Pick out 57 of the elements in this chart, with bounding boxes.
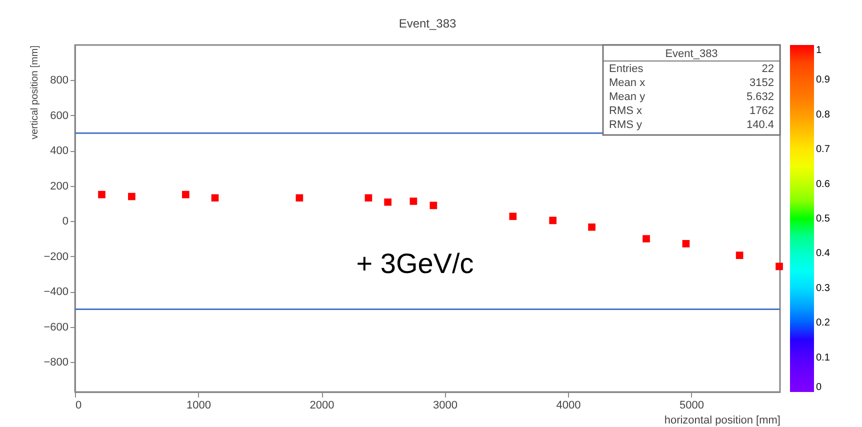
point	[736, 252, 744, 259]
annotation: + 3GeV/c	[356, 248, 474, 279]
y-axis-title: vertical position [mm]	[30, 45, 41, 140]
y-tick-label: −400	[44, 286, 68, 298]
point	[98, 190, 106, 198]
point	[296, 194, 304, 202]
color-bar-label: 0	[816, 382, 822, 393]
chart-title: Event_383	[398, 16, 457, 30]
color-bar-label: 1	[816, 45, 822, 56]
annotation: 3152	[750, 77, 774, 89]
point	[776, 262, 783, 270]
point	[182, 190, 190, 198]
point	[211, 194, 219, 202]
point	[384, 198, 392, 206]
color-bar-label: 0.8	[816, 109, 830, 120]
color-bar-label: 0.5	[816, 214, 830, 224]
y-tick-label: 0	[62, 216, 68, 228]
annotation: Mean y	[609, 91, 646, 103]
y-tick-label: 800	[50, 74, 68, 87]
point	[642, 235, 650, 242]
y-tick-label: −800	[44, 356, 68, 369]
point	[430, 202, 438, 210]
x-tick-label: 3000	[433, 400, 458, 412]
annotation: Entries	[609, 63, 644, 75]
y-tick-label: −600	[44, 321, 68, 334]
y-tick-label: 600	[50, 110, 68, 122]
y-tick-label: −200	[44, 250, 68, 263]
x-axis-title: horizontal position [mm]	[664, 414, 780, 426]
annotation: 22	[762, 63, 774, 75]
point	[364, 194, 372, 202]
annotation: RMS x	[609, 105, 642, 117]
color-bar-label: 0.9	[816, 74, 830, 86]
color-bar-label: 0.6	[816, 178, 830, 190]
annotation: Event_383	[665, 48, 718, 60]
color-bar-label: 0.1	[816, 352, 830, 364]
annotation: RMS y	[609, 119, 642, 131]
annotation: 1762	[750, 105, 774, 117]
x-tick-label: 2000	[310, 400, 334, 412]
point	[549, 216, 557, 224]
color-bar-label: 0.7	[816, 144, 830, 156]
annotation: 5.632	[746, 91, 774, 103]
annotation: 140.4	[746, 119, 774, 131]
y-tick-label: 200	[50, 180, 68, 192]
x-tick-label: 5000	[680, 400, 704, 412]
point	[682, 240, 690, 248]
x-tick-label: 4000	[556, 400, 581, 412]
point	[128, 192, 136, 200]
annotation: Mean x	[609, 77, 646, 89]
point	[588, 223, 596, 231]
color-bar-label: 0.3	[816, 282, 830, 294]
color-bar-label: 0.4	[816, 248, 830, 260]
x-tick-label: 1000	[186, 400, 211, 412]
y-tick-label: 400	[50, 145, 68, 158]
point	[410, 198, 418, 205]
x-tick-label: 0	[76, 400, 82, 412]
point	[509, 212, 517, 220]
color-bar-label: 0.2	[816, 318, 830, 329]
